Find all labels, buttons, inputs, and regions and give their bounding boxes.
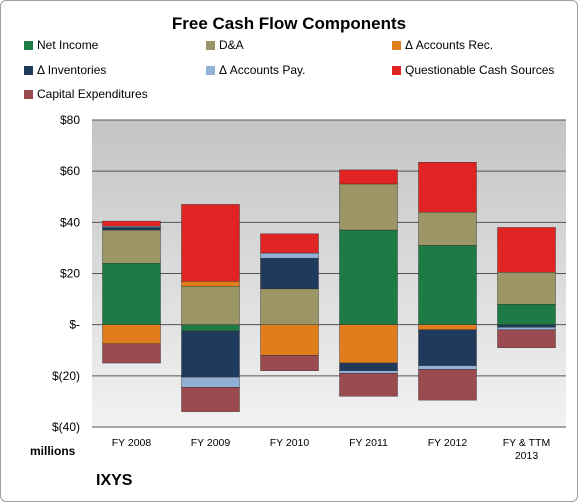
bar-segment — [497, 324, 556, 328]
x-tick-label: FY 2012 — [428, 437, 468, 449]
y-tick-label: $(20) — [52, 369, 80, 383]
y-tick-label: $40 — [60, 215, 80, 229]
bar-segment — [339, 370, 398, 374]
legend-item-questionable: Questionable Cash Sources — [392, 63, 554, 77]
bar-segment — [181, 376, 240, 388]
y-tick-label: $- — [69, 318, 80, 332]
legend-label-accounts-pay: Δ Accounts Pay. — [219, 63, 306, 77]
bar-segment — [339, 169, 398, 185]
bar-segment — [418, 365, 477, 370]
legend-item-capex: Capital Expenditures — [24, 87, 148, 101]
legend-label-questionable: Questionable Cash Sources — [405, 63, 555, 77]
legend-item-inventories: Δ Inventories — [24, 63, 106, 77]
legend-item-accounts-pay: Δ Accounts Pay. — [206, 63, 306, 77]
x-tick-label: FY 2008 — [112, 437, 152, 449]
bar-segment — [339, 229, 398, 325]
legend-swatch-questionable — [392, 65, 401, 75]
legend-label-inventories: Δ Inventories — [37, 63, 107, 77]
x-tick-label: FY & TTM — [503, 437, 550, 449]
bar-segment — [181, 330, 240, 378]
bar-segment — [260, 288, 319, 325]
unit-label: millions — [30, 444, 76, 458]
bar-segment — [102, 220, 161, 227]
legend-swatch-inventories — [24, 65, 33, 75]
legend-label-da: D&A — [219, 38, 244, 52]
legend-label-accounts-rec: Δ Accounts Rec. — [405, 38, 494, 52]
bar-segment — [102, 229, 161, 264]
bar-segment — [181, 204, 240, 282]
legend-label-capex: Capital Expenditures — [37, 87, 148, 101]
bar-segment — [181, 324, 240, 332]
legend-swatch-net-income — [24, 40, 33, 50]
x-tick-label: FY 2011 — [349, 437, 388, 449]
y-tick-label: $20 — [60, 267, 80, 281]
bar-segment — [497, 227, 556, 273]
bar-segment — [102, 343, 161, 364]
legend-item-accounts-rec: Δ Accounts Rec. — [392, 38, 493, 52]
x-tick-label: FY 2009 — [191, 437, 231, 449]
bar-segment — [497, 329, 556, 348]
legend-item-net-income: Net Income — [24, 38, 98, 52]
bar-segment — [181, 387, 240, 412]
legend-swatch-capex — [24, 89, 33, 99]
company-name: IXYS — [96, 472, 133, 489]
bar-segment — [181, 286, 240, 325]
bar-segment — [418, 162, 477, 213]
bar-segment — [260, 355, 319, 371]
bar-segment — [339, 183, 398, 231]
bar-segment — [497, 272, 556, 305]
bar-segment — [418, 211, 477, 246]
bar-segment — [339, 362, 398, 371]
legend-swatch-accounts-rec — [392, 40, 401, 50]
y-tick-label: $(40) — [52, 420, 80, 434]
bar-segment — [497, 327, 556, 330]
bar-segment — [181, 280, 240, 287]
legend-item-da: D&A — [206, 38, 244, 52]
bar-segment — [102, 324, 161, 345]
bar-segment — [339, 373, 398, 397]
bar-segment — [418, 245, 477, 325]
chart-title: Free Cash Flow Components — [171, 14, 407, 33]
legend-swatch-accounts-pay — [206, 65, 215, 75]
bar-segment — [260, 257, 319, 290]
legend-label-net-income: Net Income — [37, 38, 99, 52]
bar-segment — [339, 324, 398, 364]
bar-segment — [418, 369, 477, 401]
x-tick-label: 2013 — [515, 450, 539, 462]
x-tick-label: FY 2010 — [270, 437, 310, 449]
y-tick-label: $60 — [60, 164, 80, 178]
bar-segment — [102, 227, 161, 231]
bar-segment — [497, 304, 556, 325]
bar-segment — [260, 252, 319, 259]
bar-segment — [102, 263, 161, 325]
bar-segment — [418, 329, 477, 366]
bar-segment — [260, 233, 319, 254]
y-tick-label: $80 — [60, 113, 80, 127]
legend-swatch-da — [206, 40, 215, 50]
bar-segment — [260, 324, 319, 356]
bar-segment — [418, 324, 477, 330]
